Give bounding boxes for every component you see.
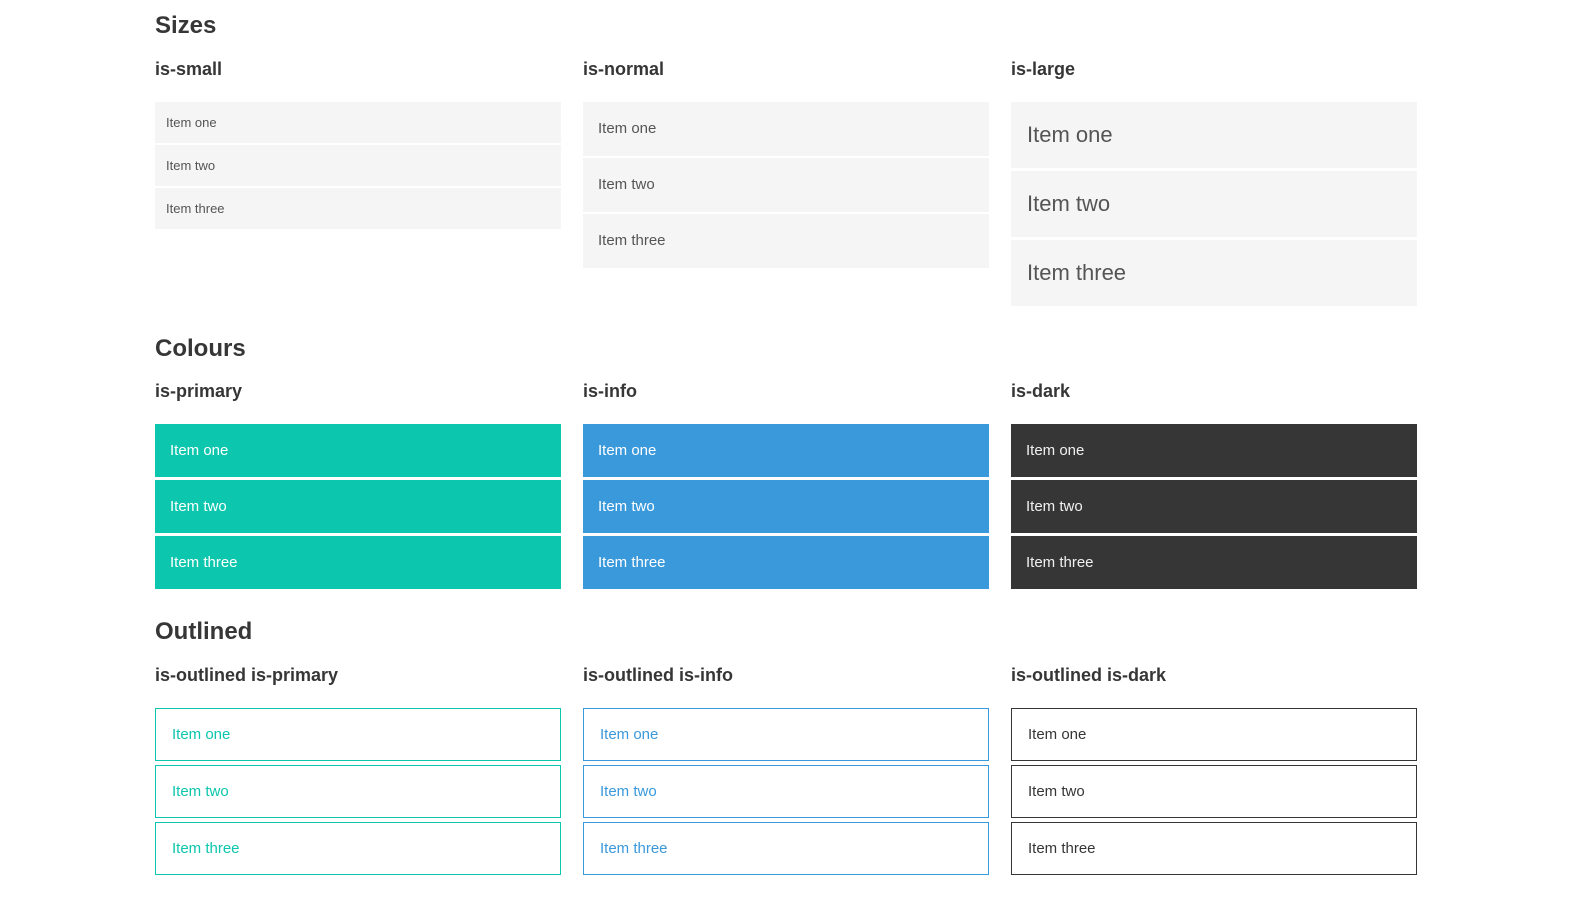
list-item[interactable]: Item three [1011,821,1417,875]
list-item[interactable]: Item three [155,187,561,229]
list-item[interactable]: Item two [155,764,561,818]
section-sizes: Sizes is-small Item one Item two Item th… [155,12,1417,309]
list-item[interactable]: Item one [155,707,561,761]
list-item[interactable]: Item two [583,480,989,534]
group-label-is-large: is-large [1011,58,1076,79]
column-is-dark: is-dark Item one Item two Item three [1011,382,1417,592]
group-label-is-dark: is-dark [1011,381,1071,402]
group-label-is-primary: is-primary [155,381,243,402]
section-title-sizes: Sizes [155,12,217,39]
list-item[interactable]: Item one [583,424,989,478]
list-item[interactable]: Item two [583,157,989,212]
list-is-info: Item one Item two Item three [583,424,989,590]
list-item[interactable]: Item two [155,480,561,534]
list-item[interactable]: Item one [583,101,989,156]
group-label-is-small: is-small [155,58,223,79]
list-outlined-info: Item one Item two Item three [583,707,989,875]
list-item[interactable]: Item one [1011,707,1417,761]
column-outlined-info: is-outlined is-info Item one Item two It… [583,664,989,879]
list-item[interactable]: Item one [583,707,989,761]
list-item[interactable]: Item one [155,424,561,478]
section-title-outlined: Outlined [155,618,253,646]
group-label-outlined-info: is-outlined is-info [583,664,733,685]
section-title-colours: Colours [155,334,246,362]
list-item[interactable]: Item three [583,536,989,590]
outlined-columns: is-outlined is-primary Item one Item two… [155,664,1417,879]
list-is-small: Item one Item two Item three [155,101,561,229]
list-item[interactable]: Item two [155,144,561,186]
list-item[interactable]: Item one [155,101,561,143]
section-outlined: Outlined is-outlined is-primary Item one… [155,618,1417,879]
colours-columns: is-primary Item one Item two Item three … [155,382,1417,592]
list-item[interactable]: Item three [1011,536,1417,590]
list-item[interactable]: Item three [155,821,561,875]
column-outlined-primary: is-outlined is-primary Item one Item two… [155,664,561,879]
list-is-large: Item one Item two Item three [1011,101,1417,306]
list-is-primary: Item one Item two Item three [155,424,561,590]
list-item[interactable]: Item two [1011,480,1417,534]
column-is-info: is-info Item one Item two Item three [583,382,989,592]
group-label-is-normal: is-normal [583,58,665,79]
list-item[interactable]: Item two [583,764,989,818]
list-outlined-primary: Item one Item two Item three [155,707,561,875]
column-is-large: is-large Item one Item two Item three [1011,58,1417,309]
list-is-normal: Item one Item two Item three [583,101,989,268]
list-item[interactable]: Item one [1011,424,1417,478]
list-item[interactable]: Item two [1011,170,1417,237]
section-colours: Colours is-primary Item one Item two Ite… [155,335,1417,593]
list-item[interactable]: Item two [1011,764,1417,818]
column-is-small: is-small Item one Item two Item three [155,58,561,309]
group-label-outlined-dark: is-outlined is-dark [1011,664,1167,685]
sizes-columns: is-small Item one Item two Item three is… [155,58,1417,309]
column-outlined-dark: is-outlined is-dark Item one Item two It… [1011,664,1417,879]
list-item[interactable]: Item three [155,536,561,590]
list-item[interactable]: Item three [1011,239,1417,306]
list-item[interactable]: Item three [583,821,989,875]
list-item[interactable]: Item three [583,213,989,268]
list-outlined-dark: Item one Item two Item three [1011,707,1417,875]
column-is-primary: is-primary Item one Item two Item three [155,382,561,592]
list-is-dark: Item one Item two Item three [1011,424,1417,590]
list-component-demo-page: Sizes is-small Item one Item two Item th… [155,0,1417,879]
column-is-normal: is-normal Item one Item two Item three [583,58,989,309]
group-label-outlined-primary: is-outlined is-primary [155,664,339,685]
list-item[interactable]: Item one [1011,101,1417,168]
group-label-is-info: is-info [583,381,637,402]
